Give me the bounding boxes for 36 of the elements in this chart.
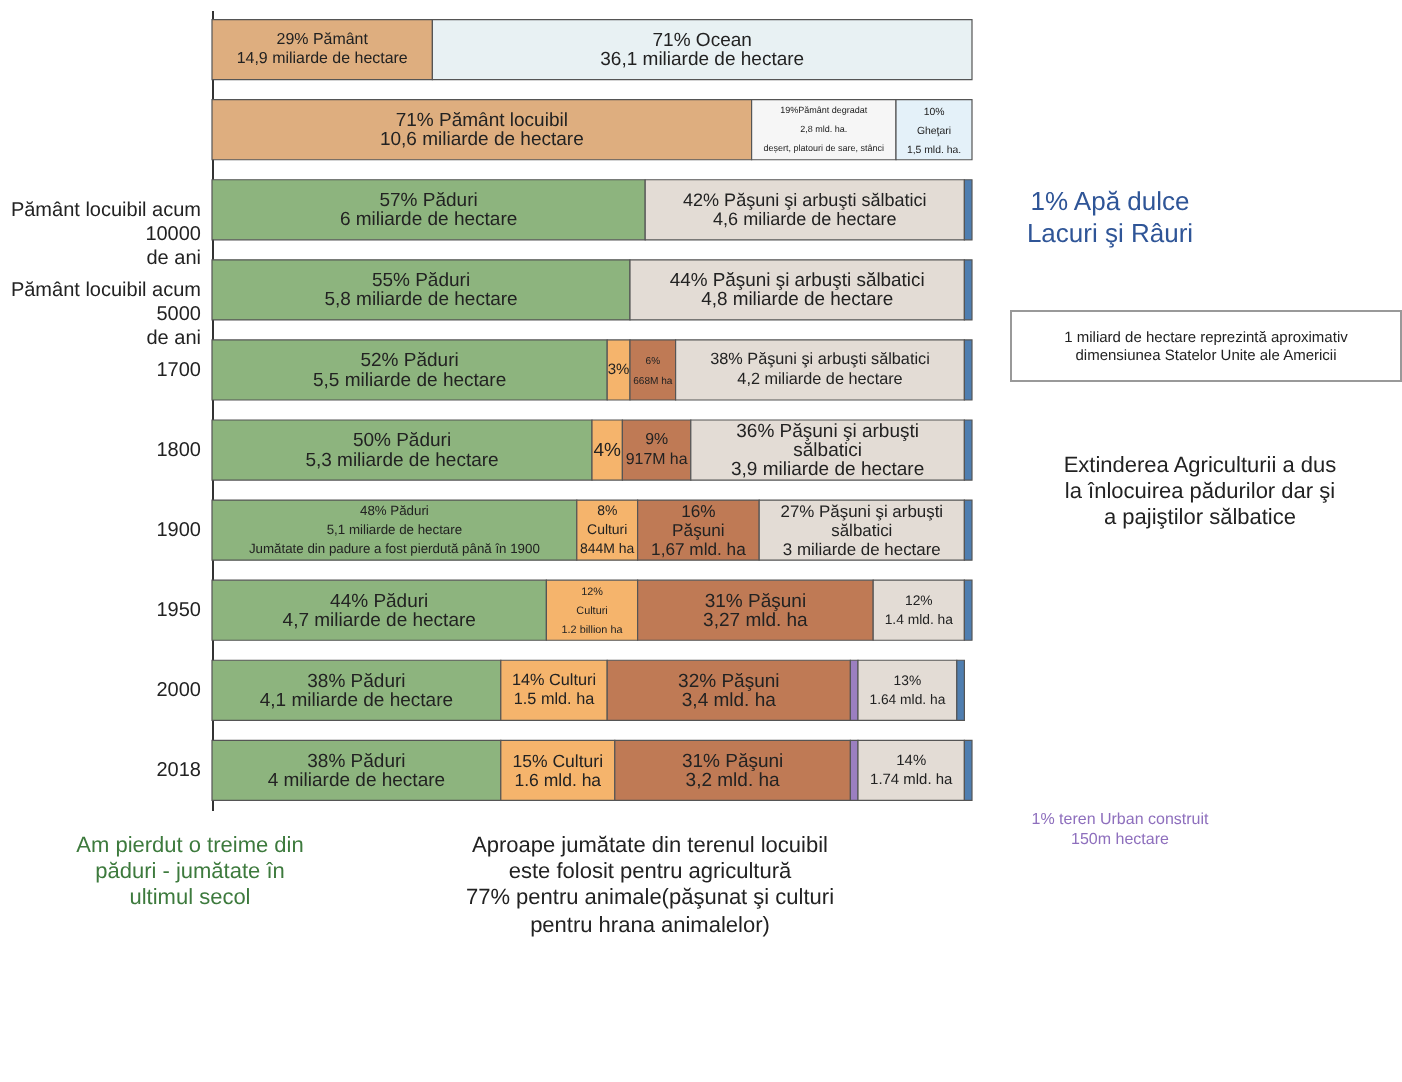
data-label: 15% Culturi 1.6 mld. ha (512, 750, 604, 790)
y-tick-label: 2000 (156, 680, 202, 703)
data-label: 42% Păşuni şi arbuşti sălbatici 4,6 miliarde de hectare (683, 190, 927, 230)
data-label: 38% Păduri 4,1 miliarde de hectare (259, 670, 454, 712)
data-label: 38% Păşuni şi arbuşti sălbatici 4,2 miliarde de hectare (710, 350, 931, 388)
data-label: 31% Păşuni 3,27 mld. ha (703, 590, 810, 632)
data-label: 50% Păduri 5,3 miliarde de hectare (305, 430, 499, 472)
y-tick-label: Pământ locuibil acum 5000 de ani (10, 279, 202, 350)
y-tick-label: Pământ locuibil acum 10000 de ani (10, 199, 202, 270)
y-tick-label: 1700 (156, 359, 202, 382)
text: Am pierdut o treime din păduri - jumătate în ultimul secol (74, 834, 306, 914)
data-label: 57% Păduri 6 miliarde de hectare (339, 190, 518, 232)
text: 1% Apă dulce Lacuri şi Râuri (1024, 186, 1196, 249)
y-tick-label: 2018 (156, 760, 202, 783)
data-label: 38% Păduri 4 miliarde de hectare (267, 750, 446, 792)
data-label: 4% (593, 440, 623, 463)
data-label: 32% Păşuni 3,4 mld. ha (678, 670, 780, 712)
data-label: 52% Păduri 5,5 miliarde de hectare (312, 350, 507, 392)
data-label: 44% Păduri 4,7 miliarde de hectare (282, 590, 476, 632)
data-label: 55% Păduri 5,8 miliarde de hectare (324, 270, 518, 312)
data-label: 44% Păşuni şi arbuşti sălbatici 4,8 miliarde de hectare (669, 270, 925, 312)
y-tick-label: 1900 (156, 520, 202, 543)
text: Aproape jumătate din terenul locuibil este folosit pentru agricultură 77% pentru animale(păşunat şi culturi pentru hrana animalelor) (463, 834, 837, 940)
data-label: 71% Ocean 36,1 miliarde de hectare (600, 30, 805, 72)
data-label: 36% Păşuni şi arbuşti sălbatici 3,9 miliarde de hectare (730, 420, 925, 482)
text: Extinderea Agriculturii a dus la înlocuirea pădurilor dar şi a pajiştilor sălbatice (1061, 454, 1339, 534)
data-label: 31% Păşuni 3,2 mld. ha (681, 750, 784, 792)
bar (857, 739, 965, 801)
data-label: 16% Păşuni 1,67 mld. ha (651, 500, 747, 560)
y-tick-label: 1950 (156, 600, 202, 623)
data-label: 14% Culturi 1.5 mld. ha (512, 670, 597, 708)
data-label: 71% Pământ locuibil 10,6 miliarde de hectare (379, 110, 584, 152)
text: 1% teren Urban construit 150m hectare (1029, 810, 1211, 849)
y-tick-label: 1800 (156, 440, 202, 463)
bar (857, 659, 958, 721)
data-label: 27% Păşuni şi arbuşti sălbatici 3 miliarde de hectare (780, 500, 944, 560)
